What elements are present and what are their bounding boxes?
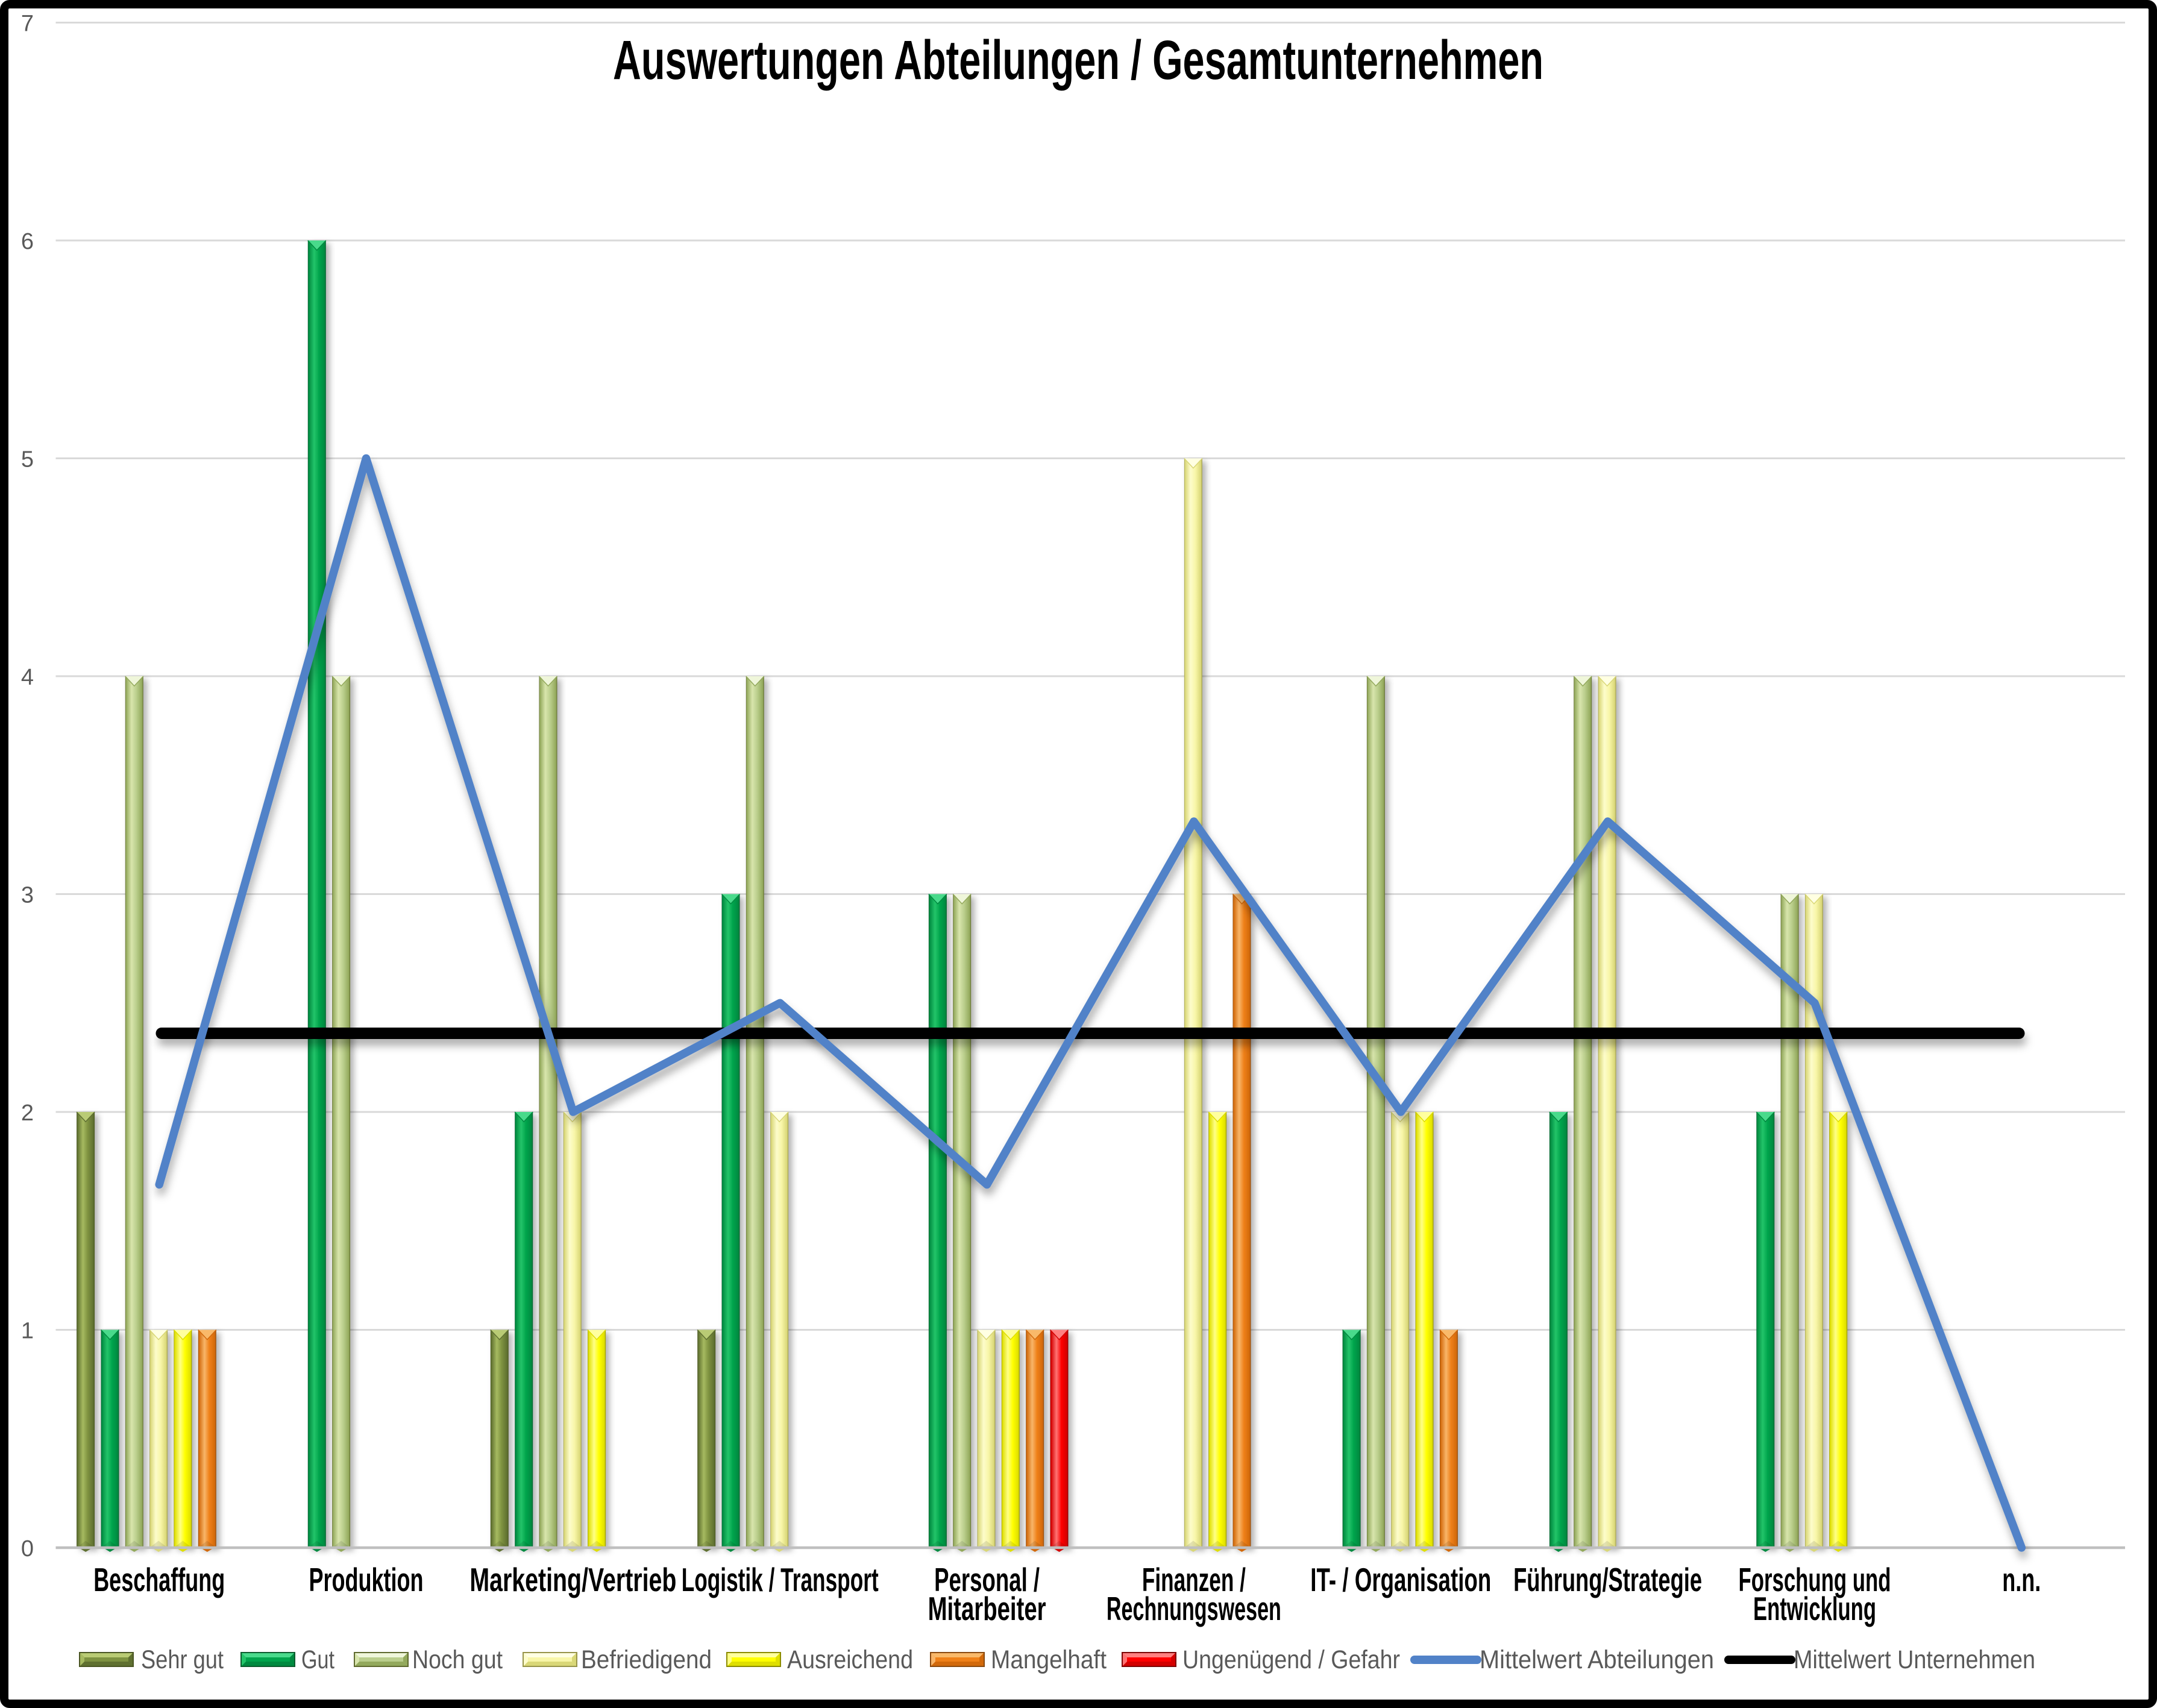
svg-text:6: 6: [21, 229, 34, 254]
svg-text:4: 4: [21, 665, 34, 690]
svg-text:Personal /: Personal /: [934, 1561, 1040, 1598]
svg-text:Gut: Gut: [301, 1645, 334, 1674]
svg-text:Produktion: Produktion: [309, 1561, 424, 1598]
svg-text:3: 3: [21, 883, 34, 908]
svg-text:Ausreichend: Ausreichend: [787, 1645, 913, 1674]
svg-text:Mitarbeiter: Mitarbeiter: [928, 1590, 1046, 1627]
svg-text:1: 1: [21, 1319, 34, 1344]
svg-text:IT- / Organisation: IT- / Organisation: [1310, 1561, 1491, 1598]
svg-text:Mittelwert Abteilungen: Mittelwert Abteilungen: [1480, 1645, 1714, 1674]
svg-text:Ungenügend / Gefahr: Ungenügend / Gefahr: [1182, 1645, 1400, 1674]
svg-text:7: 7: [21, 11, 34, 37]
svg-text:Beschaffung: Beschaffung: [93, 1561, 225, 1598]
svg-text:Sehr gut: Sehr gut: [141, 1645, 224, 1674]
svg-text:Mittelwert Unternehmen: Mittelwert Unternehmen: [1794, 1645, 2035, 1674]
svg-text:Führung/Strategie: Führung/Strategie: [1513, 1561, 1702, 1598]
svg-text:Logistik / Transport: Logistik / Transport: [682, 1561, 879, 1598]
svg-text:0: 0: [21, 1536, 34, 1562]
svg-text:Entwicklung: Entwicklung: [1753, 1590, 1876, 1627]
svg-text:Noch gut: Noch gut: [412, 1645, 503, 1674]
svg-text:2: 2: [21, 1100, 34, 1126]
svg-text:Mangelhaft: Mangelhaft: [991, 1645, 1107, 1674]
svg-text:5: 5: [21, 447, 34, 473]
svg-text:Befriedigend: Befriedigend: [581, 1645, 712, 1674]
svg-text:n.n.: n.n.: [2002, 1561, 2041, 1598]
svg-text:Finanzen /: Finanzen /: [1142, 1561, 1246, 1598]
svg-text:Rechnungswesen: Rechnungswesen: [1107, 1590, 1281, 1627]
svg-text:Marketing/Vertrieb: Marketing/Vertrieb: [469, 1561, 676, 1598]
svg-text:Forschung und: Forschung und: [1739, 1561, 1891, 1598]
svg-text:Auswertungen Abteilungen / Ges: Auswertungen Abteilungen / Gesamtunterne…: [613, 30, 1543, 91]
